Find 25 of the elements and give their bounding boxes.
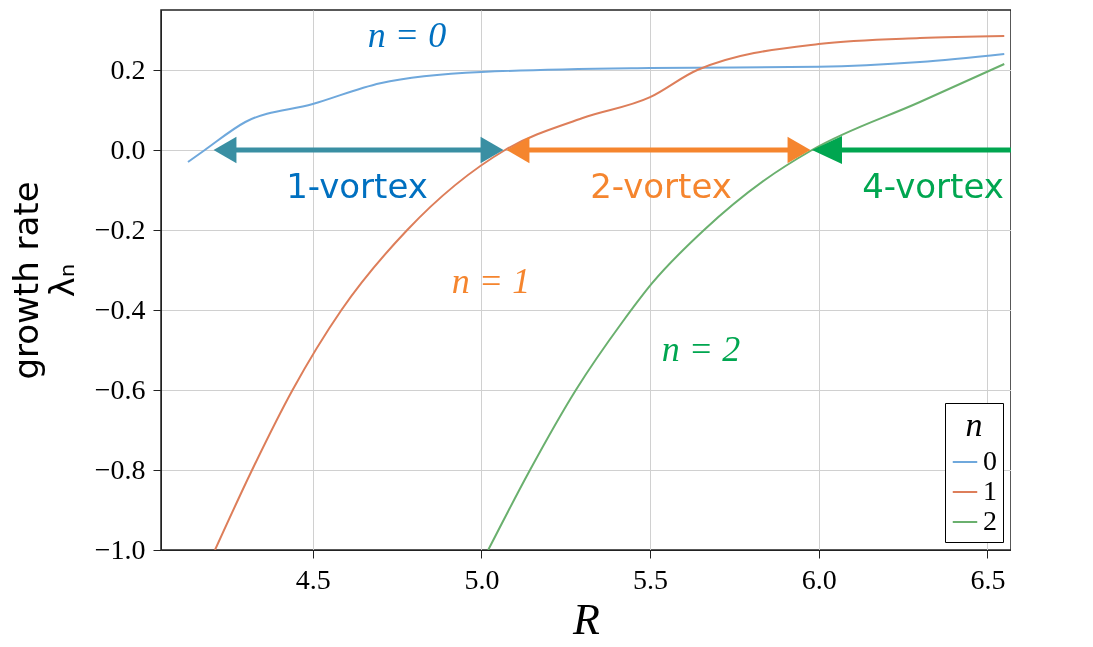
y-tick-label: 0.2 [110,53,146,85]
y-tick-label: −0.4 [94,293,146,325]
annotation: n = 0 [367,15,447,55]
x-tick-label: 6.5 [970,563,1006,595]
annotation: 2-vortex [590,166,732,206]
x-tick-label: 4.5 [295,563,331,595]
y-tick-label: −0.6 [94,373,146,405]
annotation: n = 1 [451,261,531,301]
y-tick-label: −0.8 [94,453,146,485]
legend-label: 1 [983,475,997,506]
y-tick-label: −0.2 [94,213,146,245]
annotation: 4-vortex [862,166,1004,206]
y-tick-label: 0.0 [110,133,146,165]
line-series [186,53,1006,163]
y-tick-label: −1.0 [94,533,146,565]
legend-title: n [965,406,983,443]
x-axis-title: R [572,594,601,644]
annotation: 1-vortex [286,166,428,206]
annotation: n = 2 [661,329,741,369]
x-tick-label: 6.0 [801,563,837,595]
legend-label: 2 [983,505,997,536]
y-axis-title: growth rate λₙ [5,181,82,380]
x-tick-label: 5.5 [633,563,669,595]
x-tick-label: 5.0 [464,563,500,595]
legend-label: 0 [983,445,997,476]
